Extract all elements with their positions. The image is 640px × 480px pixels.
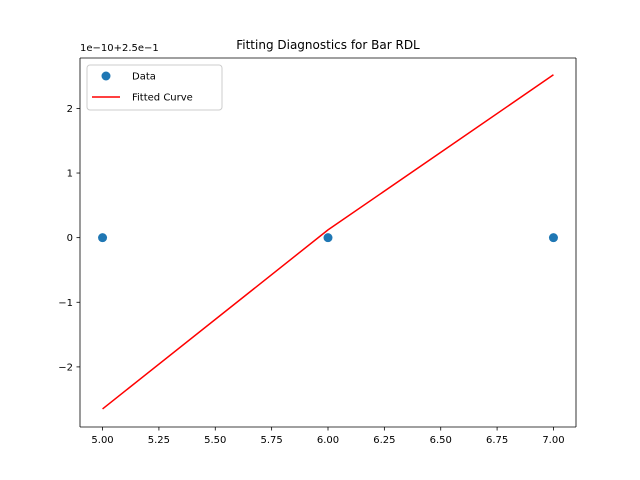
data-point [323, 233, 333, 243]
x-tick-label: 5.75 [261, 435, 283, 446]
x-tick-label: 6.00 [317, 435, 339, 446]
chart-title: Fitting Diagnostics for Bar RDL [236, 38, 420, 52]
y-tick-label: 0 [67, 233, 73, 244]
fitted-curve-line [102, 74, 554, 410]
legend-label: Fitted Curve [132, 93, 193, 104]
y-axis-ticks: −2 −1 0 1 2 [58, 104, 80, 373]
y-tick-label: −2 [58, 362, 73, 373]
legend-box [86, 64, 223, 111]
legend: Data Fitted Curve [86, 64, 223, 111]
axes [79, 57, 577, 428]
plot-marks [98, 74, 558, 410]
y-tick-label: 2 [67, 104, 73, 115]
x-tick-label: 6.50 [430, 435, 452, 446]
legend-marker-data [101, 71, 111, 81]
y-tick-label: −1 [58, 298, 73, 309]
x-tick-label: 5.50 [204, 435, 226, 446]
x-tick-label: 7.00 [542, 435, 564, 446]
x-tick-label: 6.75 [486, 435, 508, 446]
x-tick-label: 6.25 [373, 435, 395, 446]
y-axis-offset-label: 1e−10+2.5e−1 [80, 43, 159, 54]
data-point [548, 233, 558, 243]
x-tick-label: 5.00 [91, 435, 113, 446]
x-axis-ticks: 5.00 5.25 5.50 5.75 6.00 6.25 6.50 6.75 7.00 [91, 427, 565, 446]
y-tick-label: 1 [67, 169, 73, 180]
data-point [98, 233, 108, 243]
plot-area [80, 58, 576, 427]
x-tick-label: 5.25 [148, 435, 170, 446]
legend-label: Data [132, 72, 156, 83]
